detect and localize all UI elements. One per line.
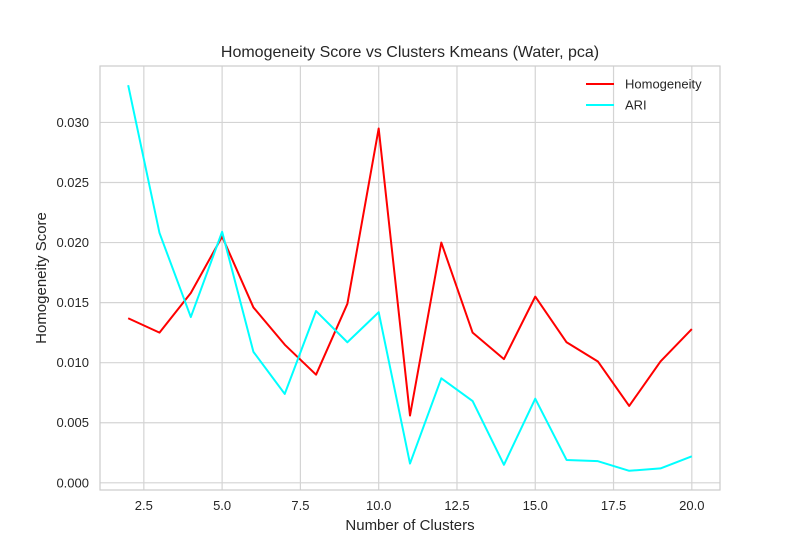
plot-frame (99, 65, 721, 491)
y-axis-label: Homogeneity Score (33, 212, 50, 344)
chart-title: Homogeneity Score vs Clusters Kmeans (Wa… (221, 44, 599, 61)
x-tick-label: 12.5 (444, 498, 469, 513)
x-tick-label: 2.5 (135, 498, 153, 513)
legend: Homogeneity ARI (586, 77, 702, 113)
y-tick-label: 0.005 (56, 415, 89, 430)
series-line-ari (127, 85, 693, 472)
x-tick-label: 15.0 (523, 498, 548, 513)
y-tick-label: 0.030 (56, 115, 89, 130)
x-tick-label: 10.0 (366, 498, 391, 513)
x-tick-label: 5.0 (213, 498, 231, 513)
y-tick-label: 0.025 (56, 175, 89, 190)
y-tick-labels: 0.000 0.005 0.010 0.015 0.020 0.025 0.030 (56, 115, 89, 490)
x-tick-label: 17.5 (601, 498, 626, 513)
y-tick-label: 0.000 (56, 475, 89, 490)
x-tick-labels: 2.5 5.0 7.5 10.0 12.5 15.0 17.5 20.0 (135, 498, 705, 513)
grid (100, 66, 720, 490)
y-tick-label: 0.015 (56, 295, 89, 310)
legend-label-ari: ARI (625, 98, 647, 113)
x-tick-label: 7.5 (291, 498, 309, 513)
plot-area (100, 66, 720, 490)
series-line-homogeneity (127, 127, 693, 417)
x-tick-label: 20.0 (679, 498, 704, 513)
y-tick-label: 0.010 (56, 355, 89, 370)
legend-label-homogeneity: Homogeneity (625, 77, 702, 92)
x-axis-label: Number of Clusters (345, 517, 474, 534)
series-lines (127, 85, 693, 472)
y-tick-label: 0.020 (56, 235, 89, 250)
